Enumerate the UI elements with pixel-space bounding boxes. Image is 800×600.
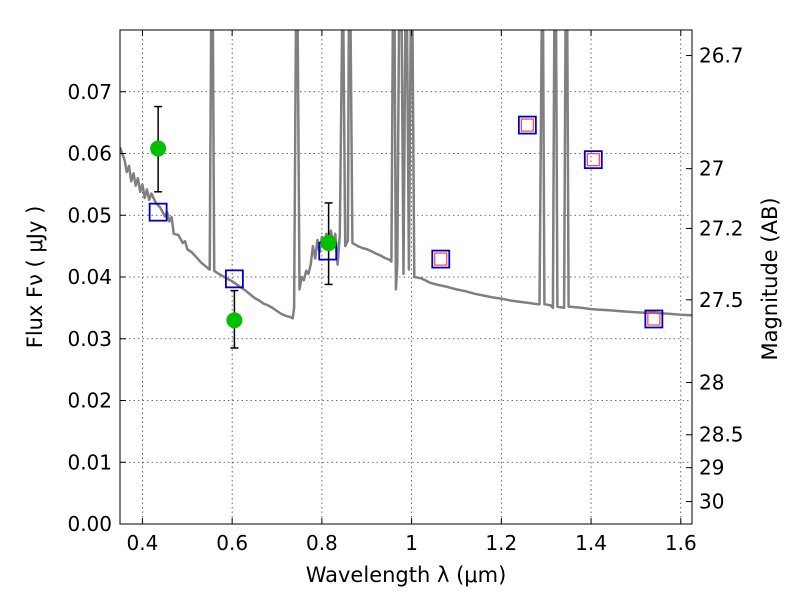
upper-limit-square xyxy=(647,312,661,326)
right-tick-label: 27.2 xyxy=(699,216,744,240)
upper-limit-square xyxy=(434,252,448,266)
model-flux-square xyxy=(583,150,603,170)
observed-point xyxy=(150,140,167,157)
x-tick-label: 1.2 xyxy=(485,531,517,555)
y-tick-label: 0.02 xyxy=(67,389,112,413)
y-tick-label: 0.03 xyxy=(67,327,112,351)
x-tick-label: 1.6 xyxy=(665,531,697,555)
right-tick-label: 29 xyxy=(699,456,724,480)
x-tick-label: 1.4 xyxy=(575,531,607,555)
y-tick-label: 0.00 xyxy=(67,512,112,536)
y-tick-label: 0.06 xyxy=(67,142,112,166)
x-tick-label: 1 xyxy=(405,531,418,555)
right-tick-label: 27.5 xyxy=(699,288,744,312)
right-tick-label: 30 xyxy=(699,490,724,514)
y-axis-title: Flux Fν ( μJy ) xyxy=(23,206,47,349)
model-flux-square xyxy=(431,249,451,269)
x-tick-label: 0.8 xyxy=(306,531,338,555)
observed-point xyxy=(320,235,337,252)
right-tick-label: 28.5 xyxy=(699,423,744,447)
right-tick-label: 28 xyxy=(699,371,724,395)
x-tick-label: 0.4 xyxy=(127,531,159,555)
x-axis-title: Wavelength λ (μm) xyxy=(306,563,507,587)
y-axis-title-right: Magnitude (AB) xyxy=(758,197,782,360)
upper-limit-square xyxy=(586,153,600,167)
model-flux-square xyxy=(644,309,664,329)
observed-point xyxy=(226,312,243,329)
right-tick-label: 27 xyxy=(699,157,724,181)
x-tick-label: 0.6 xyxy=(216,531,248,555)
model-flux-square xyxy=(148,202,168,222)
y-tick-label: 0.05 xyxy=(67,203,112,227)
upper-limit-square xyxy=(520,118,534,132)
model-flux-square xyxy=(517,115,537,135)
y-tick-label: 0.01 xyxy=(67,450,112,474)
y-tick-label: 0.04 xyxy=(67,265,112,289)
model-spectrum-line xyxy=(120,30,692,320)
model-flux-square xyxy=(224,269,244,289)
right-tick-label: 26.7 xyxy=(699,44,744,68)
plot-layer xyxy=(120,30,692,349)
y-tick-label: 0.07 xyxy=(67,80,112,104)
tick-layer: 0.4 0.6 0.8 1 1.2 1.4 1.6 0.00 0.01 0.02 0.03 0.04 0… xyxy=(67,30,744,555)
